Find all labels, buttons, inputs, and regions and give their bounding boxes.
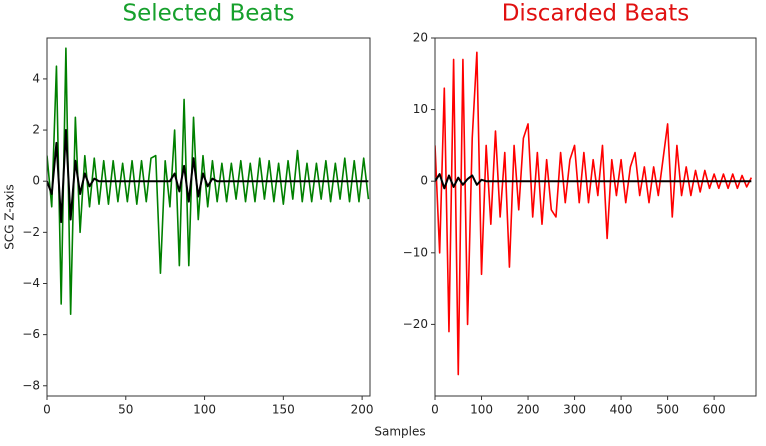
x-tick-label: 600 [703, 403, 726, 417]
x-axis-label: Samples [374, 425, 425, 439]
chart-title: Discarded Beats [502, 1, 690, 27]
y-tick-label: −6 [22, 327, 40, 341]
y-tick-label: 10 [413, 102, 428, 116]
x-tick-label: 50 [118, 403, 133, 417]
plot-area [47, 47, 370, 315]
data-line [435, 51, 753, 376]
y-tick-label: 20 [413, 31, 428, 45]
x-tick-label: 500 [656, 403, 679, 417]
y-tick-label: −20 [403, 317, 428, 331]
data-line [435, 173, 752, 190]
y-tick-label: 0 [420, 174, 428, 188]
chart-title: Selected Beats [122, 1, 294, 27]
y-tick-label: −8 [22, 378, 40, 392]
data-line [47, 129, 369, 224]
plot-area [435, 51, 753, 376]
x-tick-label: 100 [470, 403, 493, 417]
x-tick-label: 200 [517, 403, 540, 417]
x-tick-label: 300 [563, 403, 586, 417]
y-axis-label: SCG Z-axis [3, 184, 17, 250]
y-tick-label: −2 [22, 225, 40, 239]
y-tick-label: 4 [32, 71, 40, 85]
x-tick-label: 150 [272, 403, 295, 417]
y-tick-label: −10 [403, 245, 428, 259]
x-tick-label: 100 [193, 403, 216, 417]
x-tick-label: 200 [351, 403, 374, 417]
plot-frame [434, 37, 757, 397]
x-tick-label: 0 [43, 403, 51, 417]
y-tick-label: 0 [32, 174, 40, 188]
x-tick-label: 400 [610, 403, 633, 417]
y-tick-label: 2 [32, 123, 40, 137]
x-tick-label: 0 [431, 403, 439, 417]
plot-frame [46, 37, 371, 397]
y-tick-label: −4 [22, 276, 40, 290]
data-line [47, 47, 370, 315]
